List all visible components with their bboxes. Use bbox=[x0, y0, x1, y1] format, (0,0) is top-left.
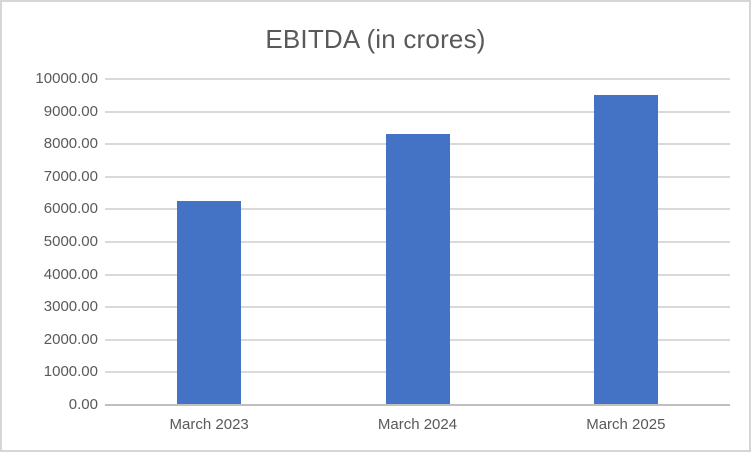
y-axis-tick-label: 5000.00 bbox=[43, 233, 98, 250]
gridline bbox=[105, 110, 730, 113]
x-axis-tick-label: March 2025 bbox=[586, 416, 666, 433]
bar-march-2024 bbox=[385, 134, 450, 405]
y-axis-tick-label: 2000.00 bbox=[43, 330, 98, 348]
y-axis-tick-label: 1000.00 bbox=[43, 363, 98, 381]
y-axis-tick-label: 6000.00 bbox=[43, 200, 98, 218]
chart-title: EBITDA (in crores) bbox=[265, 24, 486, 54]
bar-march-2023 bbox=[177, 201, 242, 405]
y-axis-tick-label: 10000.00 bbox=[35, 70, 98, 87]
gridline bbox=[105, 78, 730, 80]
y-axis-tick-label: 9000.00 bbox=[43, 102, 98, 120]
y-axis-tick-label: 7000.00 bbox=[43, 167, 98, 185]
x-axis-tick-label: March 2024 bbox=[377, 416, 458, 433]
bar-march-2025 bbox=[593, 95, 658, 405]
y-axis-tick-label: 8000.00 bbox=[43, 135, 98, 153]
x-axis-line bbox=[105, 404, 730, 406]
y-axis-tick-label: 3000.00 bbox=[43, 298, 98, 316]
y-axis-tick-label: 0.00 bbox=[68, 396, 98, 413]
x-axis-tick-label: March 2023 bbox=[169, 416, 249, 433]
y-axis-tick-label: 4000.00 bbox=[43, 265, 98, 283]
